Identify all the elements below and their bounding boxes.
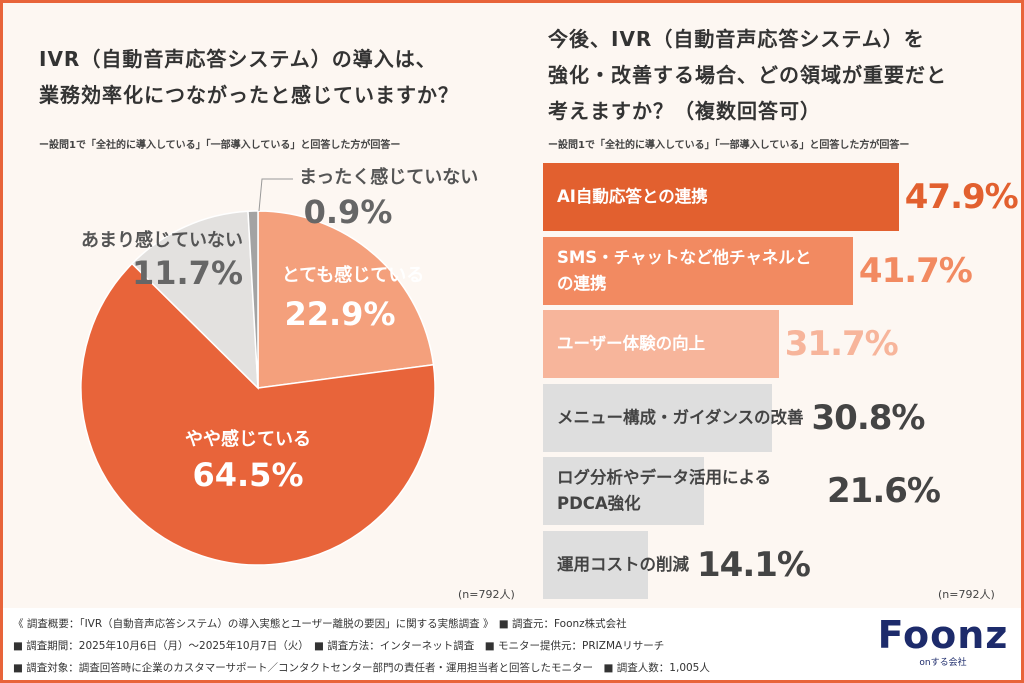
bar-row: SMS・チャットなど他チャネルとの連携 41.7% xyxy=(543,237,973,305)
slice-label: とても感じている xyxy=(282,264,425,286)
bar-value: 14.1% xyxy=(697,544,811,585)
footer-line: ■ 調査対象：調査回答時に企業のカスタマーサポート／コンタクトセンター部門の責任… xyxy=(13,662,710,674)
chart-title: 業務効率化につながったと感じていますか？ xyxy=(39,83,459,107)
sample-note: (n=792人) xyxy=(458,588,515,601)
logo-name: Foonz xyxy=(877,613,1009,657)
bar-value: 21.6% xyxy=(827,471,941,511)
bar-value: 31.7% xyxy=(784,324,899,364)
slice-label: まったく感じていない xyxy=(299,166,478,188)
footer: 《 調査概要：「IVR（自動音声応答システム）の導入実態とユーザー離脱の要因」に… xyxy=(3,608,1021,680)
bar xyxy=(543,383,772,452)
bar xyxy=(543,310,779,378)
bar-row: メニュー構成・ガイダンスの改善 30.8% xyxy=(543,384,926,452)
slice-label: やや感じている xyxy=(185,428,311,450)
chart-subtitle: ー設問1で「全社的に導入している」「一部導入している」と回答した方が回答ー xyxy=(39,140,401,151)
pie-slice xyxy=(257,210,435,389)
sample-note: (n=792人) xyxy=(938,588,995,601)
bar-value: 41.7% xyxy=(858,250,973,291)
bar xyxy=(543,163,899,231)
logo: Foonz onする会社 xyxy=(873,615,1013,668)
chart-title: 強化・改善する場合、どの領域が重要だと xyxy=(548,63,947,87)
bar-row: AI自動応答との連携 47.9% xyxy=(543,163,1019,231)
leader-line xyxy=(258,178,293,212)
slice-value: 11.7% xyxy=(132,254,243,292)
bar-row: ログ分析やデータ活用によるPDCA強化 21.6% xyxy=(543,457,941,525)
pie-chart: とても感じている 22.9% やや感じている 64.5% あまり感じていない 11.7% ま… xyxy=(80,166,478,566)
chart-title: 考えますか？（複数回答可） xyxy=(548,99,821,123)
bar-label: メニュー構成・ガイダンスの改善 xyxy=(557,407,804,427)
bar xyxy=(543,236,853,305)
bar-label: ユーザー体験の向上 xyxy=(557,334,706,354)
bar-row: 運用コストの削減 14.1% xyxy=(543,531,811,599)
bar-value: 30.8% xyxy=(811,397,926,438)
chart-title: IVR（自動音声応答システム）の導入は、 xyxy=(39,47,437,71)
bar-label: 運用コストの削減 xyxy=(557,554,689,574)
chart-subtitle: ー設問1で「全社的に導入している」「一部導入している」と回答した方が回答ー xyxy=(548,140,910,151)
bar-label: SMS・チャットなど他チャネルとの連携 xyxy=(557,247,812,293)
slice-value: 22.9% xyxy=(284,295,395,333)
pie-slice xyxy=(80,262,436,566)
slice-label: あまり感じていない xyxy=(81,229,243,251)
bar xyxy=(543,530,648,599)
bar xyxy=(543,457,704,525)
slice-value: 0.9% xyxy=(304,193,393,231)
pie-slice xyxy=(130,210,259,390)
bar-label: ログ分析やデータ活用によるPDCA強化 xyxy=(557,468,772,513)
bar-row: ユーザー体験の向上 31.7% xyxy=(543,310,899,378)
chart-title: 今後、IVR（自動音声応答システム）を xyxy=(548,27,925,51)
footer-line: ■ 調査期間：2025年10月6日（月）〜2025年10月7日（火） ■ 調査方… xyxy=(13,640,665,652)
logo-tagline: onする会社 xyxy=(919,658,967,668)
slice-value: 64.5% xyxy=(192,456,303,494)
pie-slice xyxy=(247,210,259,389)
footer-line: 《 調査概要：「IVR（自動音声応答システム）の導入実態とユーザー離脱の要因」に… xyxy=(13,618,627,630)
bar-value: 47.9% xyxy=(904,177,1019,217)
bar-label: AI自動応答との連携 xyxy=(557,187,708,207)
